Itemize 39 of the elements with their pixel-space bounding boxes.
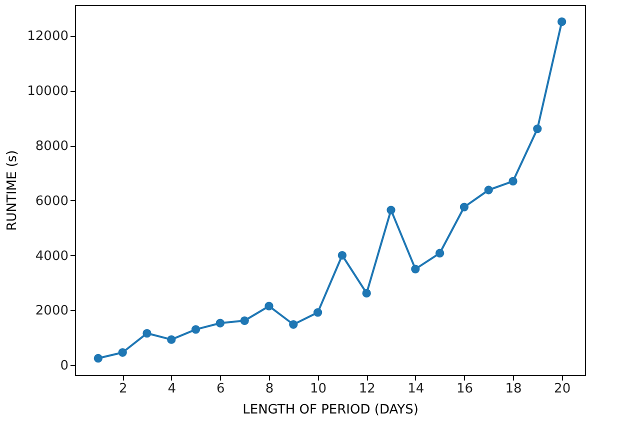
y-tick-label: 6000 — [35, 194, 68, 209]
x-tick-label: 10 — [310, 382, 327, 396]
point — [289, 320, 298, 329]
y-tick-label: 12000 — [27, 29, 68, 44]
y-tick-label: 0 — [60, 358, 68, 374]
point — [191, 325, 200, 334]
x-tick-label: 14 — [408, 382, 424, 396]
point — [533, 124, 542, 134]
x-tick-label: 2 — [118, 382, 128, 396]
point — [167, 335, 176, 344]
point — [386, 206, 396, 214]
x-tick-label: 16 — [456, 382, 473, 396]
y-tick-label: 8000 — [35, 139, 68, 154]
point — [411, 264, 420, 274]
y-tick-label: 10000 — [27, 84, 68, 100]
x-tick-label: 18 — [505, 382, 522, 396]
x-axis-title: LENGTH OF PERIOD (DAYS) — [242, 402, 418, 418]
point — [94, 354, 103, 363]
point — [338, 251, 347, 260]
point — [484, 186, 493, 194]
point — [264, 302, 274, 310]
x-tick-label: 6 — [216, 382, 225, 396]
x-tick-label: 20 — [554, 382, 571, 396]
point — [313, 308, 322, 317]
y-tick-label: 4000 — [35, 248, 68, 264]
point — [557, 17, 566, 26]
x-tick-label: 4 — [168, 382, 176, 396]
point — [460, 202, 469, 212]
x-tick-label: 12 — [358, 382, 376, 396]
point — [142, 328, 152, 338]
x-tick-label: 8 — [265, 382, 274, 396]
y-axis-title: RUNTIME (s) — [5, 150, 20, 231]
point — [362, 288, 371, 298]
point — [435, 248, 444, 258]
point — [508, 176, 518, 186]
point — [240, 316, 249, 325]
point — [216, 318, 225, 328]
point — [118, 348, 127, 357]
y-tick-label: 2000 — [35, 304, 68, 319]
